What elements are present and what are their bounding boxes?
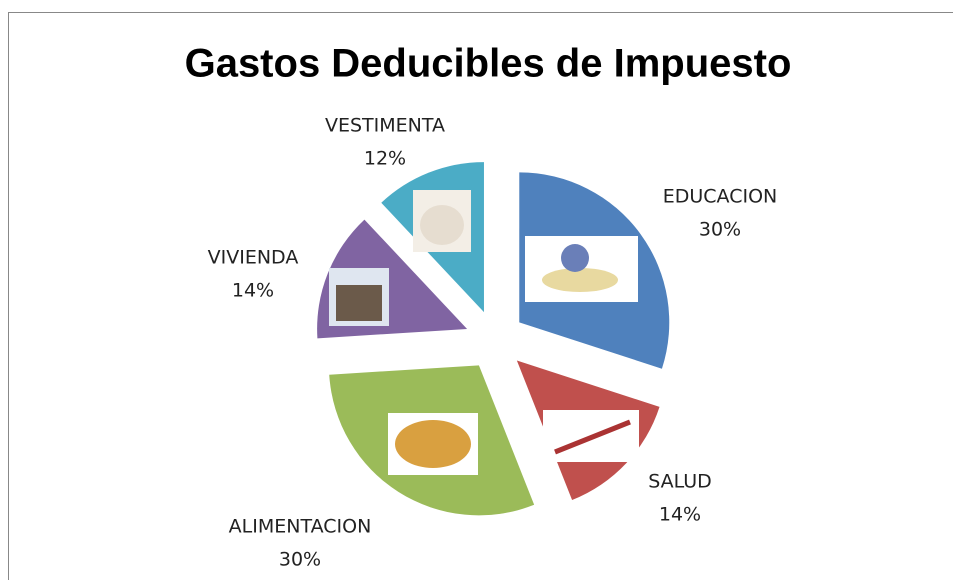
slice-label: EDUCACION xyxy=(663,186,778,208)
picture xyxy=(395,420,471,468)
chart-title: Gastos Deducibles de Impuesto xyxy=(185,42,792,86)
value-label: 14% xyxy=(232,280,274,302)
picture xyxy=(336,285,382,321)
chart: Gastos Deducibles de Impuesto EDUCACION 3… xyxy=(0,0,953,580)
slice-label: VIVIENDA xyxy=(208,247,299,269)
picture xyxy=(542,268,618,292)
picture xyxy=(420,205,464,245)
value-label: 12% xyxy=(364,148,406,170)
slice-label: VESTIMENTA xyxy=(325,115,445,137)
value-label: 14% xyxy=(659,504,701,526)
slice-label: ALIMENTACION xyxy=(229,516,372,538)
value-label: 30% xyxy=(699,219,741,241)
slice-label: SALUD xyxy=(648,471,712,493)
value-label: 30% xyxy=(279,549,321,571)
picture xyxy=(561,244,589,272)
